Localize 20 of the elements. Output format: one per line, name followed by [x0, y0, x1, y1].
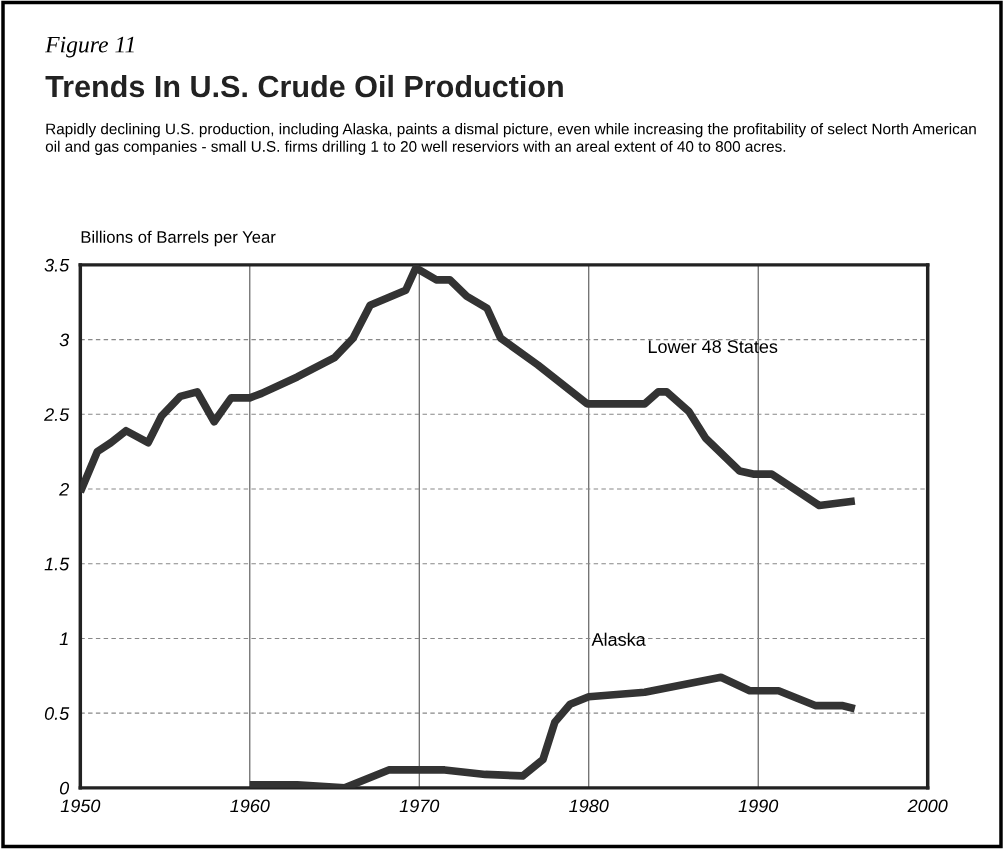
y-tick-label: 3.5 [44, 258, 70, 272]
y-axis-title: Billions of Barrels per Year [81, 230, 276, 247]
y-tick-label: 1.5 [44, 557, 70, 571]
x-tick-label: 1960 [230, 799, 270, 813]
x-tick-label: 1970 [399, 799, 440, 813]
x-tick-label: 2000 [907, 799, 948, 813]
text: Alaska [591, 632, 646, 646]
y-tick-label: 3 [59, 333, 70, 347]
x-tick-label: 1980 [569, 799, 609, 813]
caption: Figure 11 [45, 36, 134, 58]
chart-subtitle: Rapidly declining U.S. production, including Alaska, paints a dismal picture, even while increasing the profitability of select North American oil and gas companies - small U.S. firms drilling 1 to 20 well reserviors with an areal extent of 40 to 800 acres. [45, 123, 976, 155]
chart-title: Trends In U.S. Crude Oil Production [45, 74, 563, 98]
y-tick-label: 0 [59, 781, 70, 795]
y-tick-label: 1 [59, 632, 68, 645]
y-tick-label: 0.5 [44, 707, 70, 720]
text: Lower 48 States [648, 340, 778, 354]
x-tick-label: 1950 [60, 799, 101, 813]
y-tick-label: 2 [59, 482, 69, 496]
y-tick-label: 2.5 [44, 408, 70, 422]
x-tick-label: 1990 [738, 799, 779, 813]
